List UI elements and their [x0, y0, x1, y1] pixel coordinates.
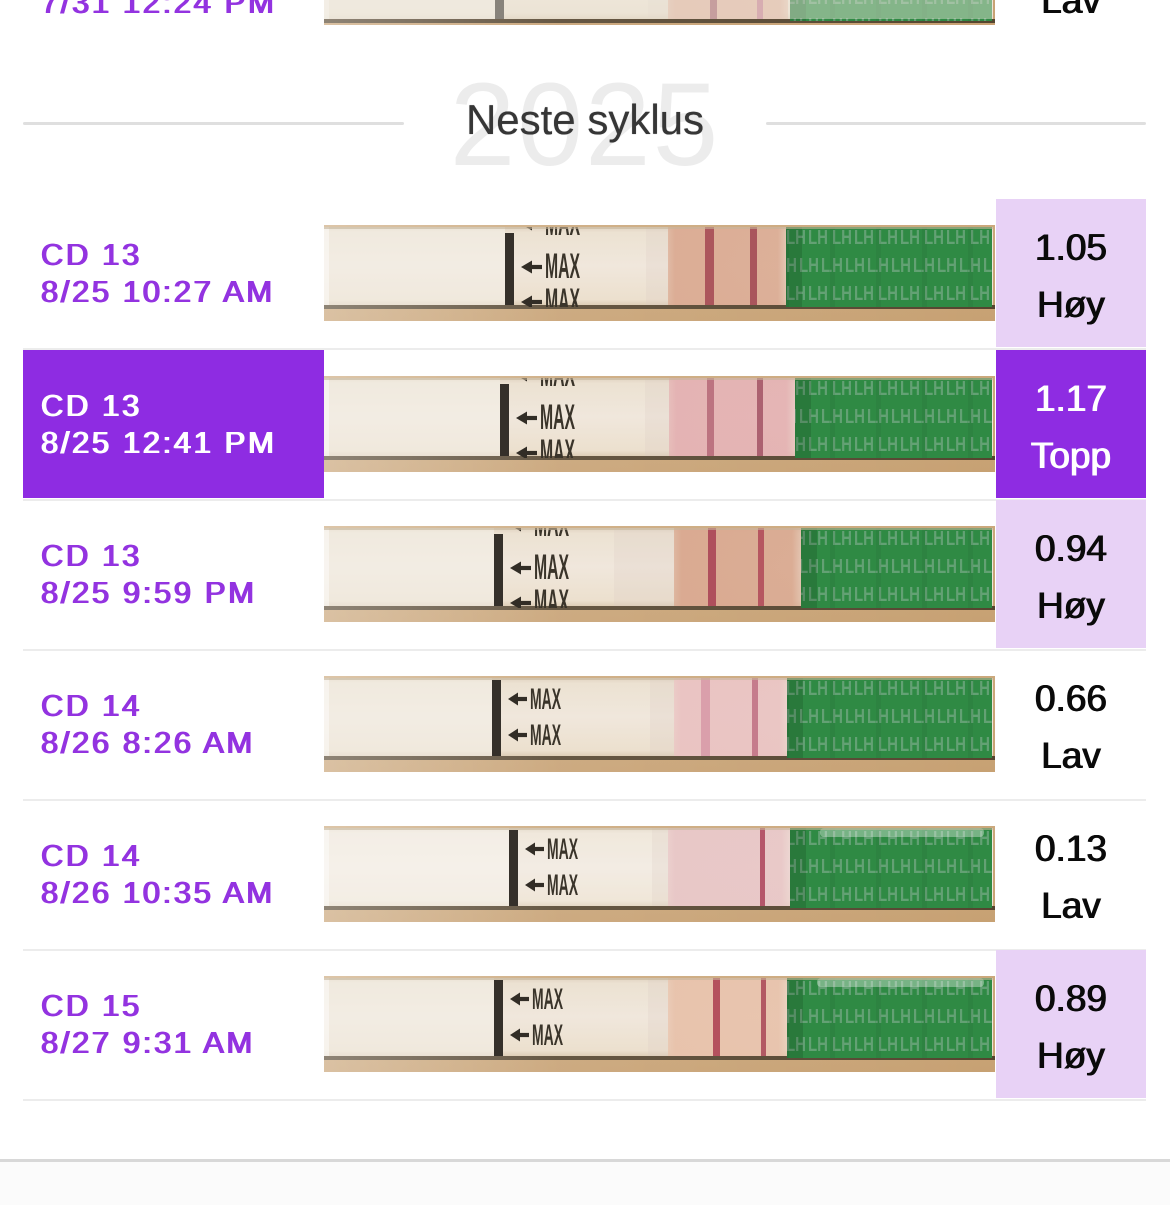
svg-text:MAX: MAX — [540, 433, 575, 472]
svg-text:MAX: MAX — [540, 376, 575, 394]
svg-text:MAX: MAX — [534, 548, 569, 587]
svg-text:MAX: MAX — [532, 1019, 563, 1052]
svg-text:MAX: MAX — [534, 583, 569, 622]
svg-text:MAX: MAX — [530, 719, 561, 752]
svg-text:MAX: MAX — [547, 833, 578, 866]
svg-text:MAX: MAX — [532, 983, 563, 1016]
svg-text:MAX: MAX — [530, 683, 561, 716]
svg-text:MAX: MAX — [540, 398, 575, 437]
svg-text:MAX: MAX — [545, 247, 580, 286]
svg-text:MAX: MAX — [534, 526, 569, 544]
svg-text:MAX: MAX — [545, 282, 580, 321]
svg-text:MAX: MAX — [545, 225, 580, 243]
svg-text:MAX: MAX — [533, 0, 564, 5]
svg-text:MAX: MAX — [547, 869, 578, 902]
